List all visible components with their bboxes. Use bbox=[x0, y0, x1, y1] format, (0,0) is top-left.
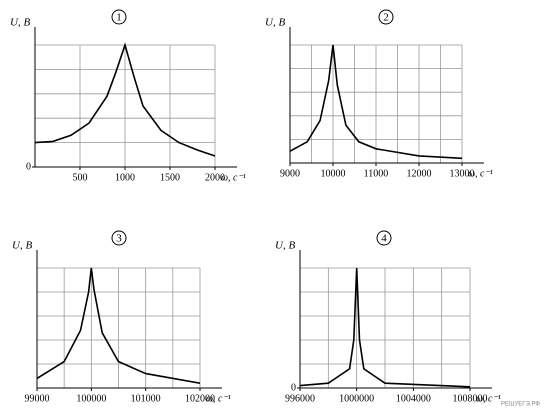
x-tick-label: 102000 bbox=[185, 393, 215, 404]
curve bbox=[299, 267, 471, 388]
x-tick-label: 1004000 bbox=[396, 393, 431, 404]
x-axis-label: ω, с⁻¹ bbox=[476, 393, 501, 404]
y-tick-label: 0 bbox=[291, 382, 296, 393]
x-tick-label: 2000 bbox=[205, 172, 225, 183]
x-tick-label: 13000 bbox=[450, 168, 475, 179]
chart-label: 1 bbox=[116, 12, 122, 24]
chart-label: 2 bbox=[383, 12, 389, 24]
y-axis-label: U, В bbox=[10, 17, 30, 29]
label-circle bbox=[111, 230, 127, 246]
curve bbox=[36, 267, 201, 384]
y-axis-label: U, В bbox=[12, 240, 32, 252]
x-tick-label: 101000 bbox=[131, 393, 161, 404]
x-tick-label: 11000 bbox=[364, 168, 389, 179]
x-tick-label: 1000000 bbox=[339, 393, 374, 404]
x-tick-label: 100000 bbox=[76, 393, 106, 404]
x-axis-label: ω, с⁻¹ bbox=[221, 172, 246, 183]
x-tick-label: 99000 bbox=[25, 393, 50, 404]
x-tick-label: 10000 bbox=[321, 168, 346, 179]
x-tick-label: 996000 bbox=[285, 393, 315, 404]
label-circle bbox=[376, 230, 392, 246]
curve bbox=[34, 42, 216, 157]
chart-label: 4 bbox=[381, 233, 387, 245]
x-tick-label: 1000 bbox=[115, 172, 135, 183]
x-axis-label: ω, с⁻¹ bbox=[206, 393, 231, 404]
y-axis-label: U, В bbox=[275, 240, 295, 252]
curve bbox=[289, 44, 463, 160]
label-circle bbox=[111, 9, 127, 25]
y-tick-label: 0 bbox=[26, 161, 31, 172]
label-circle bbox=[378, 9, 394, 25]
x-tick-label: 1008000 bbox=[453, 393, 488, 404]
chart-label: 3 bbox=[116, 233, 122, 245]
y-axis-label: U, В bbox=[265, 17, 285, 29]
x-axis-label: ω, с⁻¹ bbox=[468, 168, 493, 179]
x-tick-label: 500 bbox=[73, 172, 88, 183]
x-tick-label: 12000 bbox=[407, 168, 432, 179]
watermark: РЕШУЕГЭ.РФ bbox=[501, 402, 540, 408]
x-tick-label: 1500 bbox=[160, 172, 180, 183]
x-tick-label: 9000 bbox=[280, 168, 300, 179]
